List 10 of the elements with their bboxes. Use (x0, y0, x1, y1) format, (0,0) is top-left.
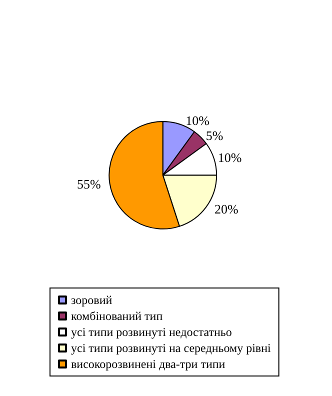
legend-label: усі типи розвинуті на середньому рівні (71, 341, 272, 355)
legend-label: комбінований тип (71, 309, 164, 323)
data-label: 10% (218, 150, 242, 165)
data-label: 5% (206, 128, 224, 143)
data-label: 55% (76, 176, 101, 192)
data-label: 10% (186, 112, 210, 128)
data-label: 20% (214, 202, 239, 217)
legend-label: високорозвинені два-три типи (71, 357, 226, 371)
legend-label: усі типи розвинуті недостатньо (71, 325, 232, 339)
legend-label: зоровий (71, 293, 113, 307)
